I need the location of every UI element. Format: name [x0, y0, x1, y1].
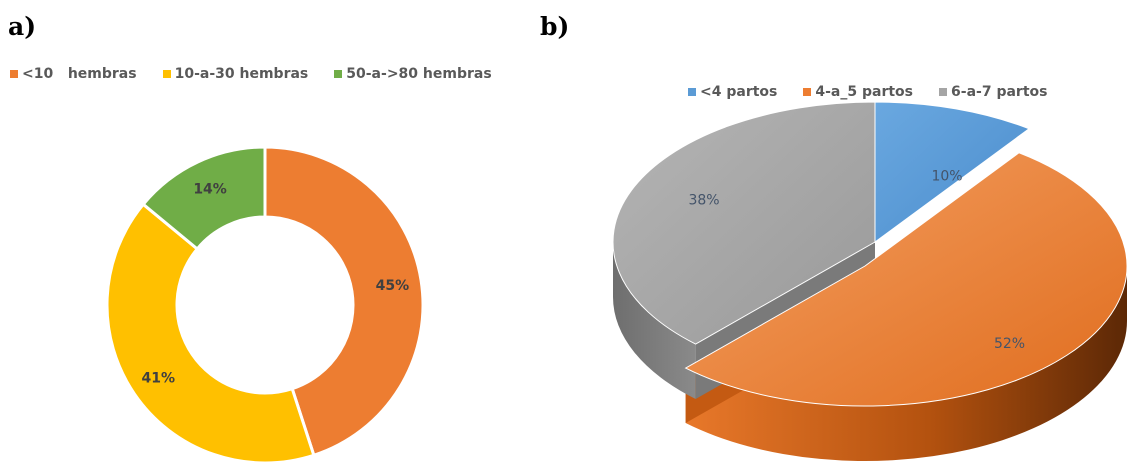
- legend-swatch: [803, 88, 812, 96]
- pie3d-slice-4-partos: [874, 101, 1031, 243]
- legend-swatch: [334, 70, 343, 78]
- donut-data-label: 41%: [142, 371, 176, 387]
- donut-data-label: 45%: [376, 278, 410, 294]
- legend-label: 10-a-30 hembras: [174, 66, 309, 82]
- pie3d-data-label: 52%: [994, 336, 1025, 352]
- donut-slice-50-a-80-hembras: [141, 145, 267, 252]
- legend-swatch: [939, 88, 948, 96]
- pie3d-data-label: 38%: [688, 192, 719, 208]
- pie3d-slice-4-a-5-partos: [684, 152, 1128, 407]
- donut-slice-10-hembras: [263, 145, 425, 458]
- panel-a-label: a): [8, 12, 37, 41]
- donut-slice-10-a-30-hembras: [105, 202, 316, 462]
- legend-label: 50-a->80 hembras: [346, 66, 492, 82]
- legend-label: 6-a-7 partos: [951, 84, 1048, 100]
- legend-item-10-hembras: <10 hembras: [10, 66, 137, 82]
- donut-chart: 45% 41% 14%: [105, 145, 425, 462]
- legend-item-6-a-7-partos: 6-a-7 partos: [939, 84, 1047, 100]
- legend-label: 4-a_5 partos: [815, 84, 914, 100]
- legend-item-4-partos: <4 partos: [688, 84, 777, 100]
- pie3d-slice-6-a-7-partos: [612, 101, 876, 345]
- legend-item-50-a-80-hembras: 50-a->80 hembras: [334, 66, 492, 82]
- legend-label: <10 hembras: [22, 66, 137, 82]
- donut-data-label: 14%: [193, 181, 227, 197]
- legend-swatch: [688, 88, 696, 96]
- pie3d-side-6-a-7-partos: [613, 242, 696, 400]
- legend-swatch: [162, 70, 171, 78]
- legend-item-10-a-30-hembras: 10-a-30 hembras: [162, 66, 309, 82]
- pie3d-side-4-a-5-partos: [685, 266, 1127, 461]
- pie3d-data-label: 10%: [931, 168, 962, 184]
- legend-pie-3d: <4 partos 4-a_5 partos 6-a-7 partos: [688, 84, 1047, 100]
- pie-3d-chart: 10% 52% 38%: [612, 101, 1128, 461]
- legend-donut: <10 hembras 10-a-30 hembras 50-a->80 hembr…: [10, 66, 492, 82]
- legend-swatch: [10, 70, 18, 78]
- legend-item-4-a-5-partos: 4-a_5 partos: [803, 84, 913, 100]
- panel-b-label: b): [540, 12, 570, 41]
- legend-label: <4 partos: [700, 84, 778, 100]
